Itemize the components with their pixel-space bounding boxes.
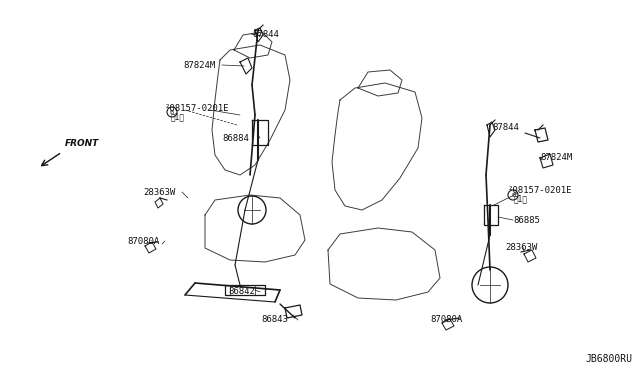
Text: 87080A: 87080A — [430, 315, 462, 324]
Text: 86843: 86843 — [261, 315, 288, 324]
Text: 87844: 87844 — [252, 29, 279, 38]
Text: ²08157-0201E: ²08157-0201E — [508, 186, 573, 195]
Text: 87824M: 87824M — [540, 153, 572, 161]
Text: 28363W: 28363W — [143, 187, 175, 196]
Text: 87844: 87844 — [492, 122, 519, 131]
Text: 86885: 86885 — [513, 215, 540, 224]
Text: ²08157-0201E: ²08157-0201E — [165, 103, 230, 112]
Text: 28363W: 28363W — [505, 243, 537, 251]
Text: B: B — [170, 109, 174, 115]
Text: 87824M: 87824M — [183, 61, 215, 70]
Text: JB6800RU: JB6800RU — [585, 354, 632, 364]
Text: 86884: 86884 — [222, 134, 249, 142]
Text: 87080A: 87080A — [127, 237, 159, 246]
Text: ＜1＞: ＜1＞ — [171, 112, 185, 122]
Text: B: B — [511, 192, 515, 198]
Text: FRONT: FRONT — [65, 139, 99, 148]
Text: 86842: 86842 — [228, 288, 255, 296]
Text: ＜1＞: ＜1＞ — [514, 195, 528, 203]
